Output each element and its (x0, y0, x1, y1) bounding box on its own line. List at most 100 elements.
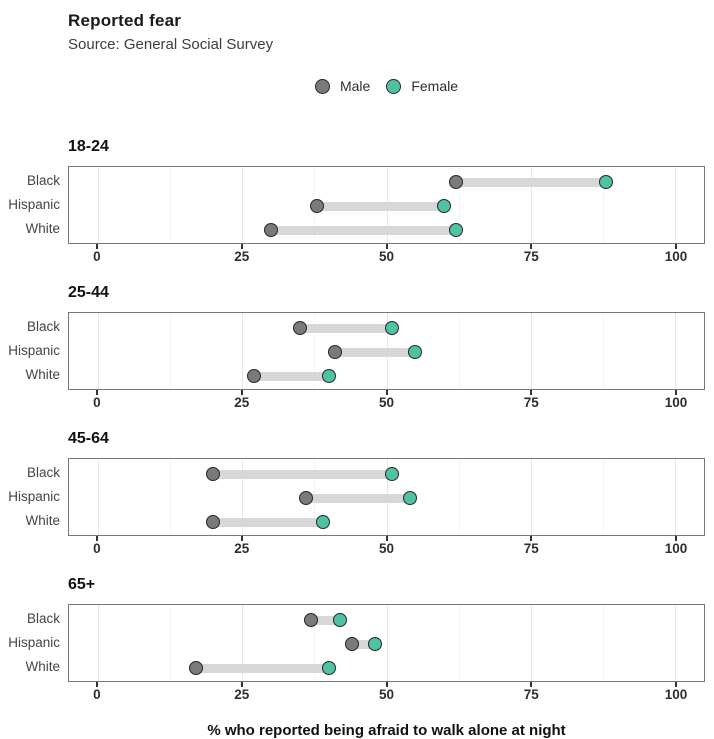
x-tick-label: 75 (523, 687, 539, 702)
facet-title: 25-44 (68, 284, 109, 301)
female-dot (402, 491, 417, 505)
y-label: Black (26, 465, 60, 480)
x-tick-label: 100 (664, 541, 688, 556)
y-label: White (25, 513, 60, 528)
x-tick-icon (530, 244, 533, 249)
dumbbell-bar (271, 225, 456, 235)
dumbbell-bar (351, 639, 375, 649)
gridline-major-icon (675, 167, 677, 243)
x-axis: 0 25 50 75 100 (68, 390, 705, 414)
x-tick-icon (95, 536, 98, 541)
chart-title: Reported fear (68, 11, 182, 30)
male-dot (310, 199, 325, 213)
x-tick-icon (675, 536, 678, 541)
x-tick-icon (385, 682, 388, 687)
facet-title: 18-24 (68, 138, 109, 155)
chart-header: Reported fear Source: General Social Sur… (0, 10, 714, 55)
female-dot (408, 345, 423, 359)
gridline-minor-icon (170, 313, 172, 389)
dumbbell-bar (317, 201, 445, 211)
facet-title: 65+ (68, 576, 96, 593)
x-tick-icon (95, 244, 98, 249)
male-dot (206, 467, 221, 481)
gridline-major-icon (530, 605, 532, 681)
female-dot (321, 661, 336, 675)
dumbbell-bar (213, 517, 323, 527)
gridline-minor-icon (458, 313, 460, 389)
y-label: White (25, 221, 60, 236)
x-tick-icon (240, 244, 243, 249)
x-tick-label: 0 (93, 687, 101, 702)
gridline-major-icon (242, 605, 244, 681)
x-axis: 0 25 50 75 100 (68, 536, 705, 560)
x-tick-icon (240, 390, 243, 395)
gridline-major-icon (530, 313, 532, 389)
x-tick-icon (240, 682, 243, 687)
dumbbell-bar (311, 615, 341, 625)
gridline-major-icon (242, 313, 244, 389)
male-dot (327, 345, 342, 359)
male-dot (189, 661, 203, 675)
female-dot (321, 369, 336, 383)
gridline-minor-icon (602, 605, 604, 681)
gridline-minor-icon (170, 459, 172, 535)
gridline-major-icon (242, 459, 244, 535)
gridline-minor-icon (314, 605, 316, 681)
plot-panel (68, 458, 705, 536)
gridline-minor-icon (458, 167, 460, 243)
x-tick-icon (530, 390, 533, 395)
facet: 18-24 Black Hispanic White 0 25 50 75 100 (0, 138, 714, 268)
x-axis-title: % who reported being afraid to walk alon… (207, 722, 566, 739)
y-axis-labels: Black Hispanic White (0, 312, 68, 390)
dumbbell-bar (305, 493, 410, 503)
gridline-major-icon (675, 605, 677, 681)
facet: 65+ Black Hispanic White 0 25 50 75 100 (0, 576, 714, 706)
y-label: Hispanic (8, 635, 60, 650)
x-tick-label: 100 (664, 687, 688, 702)
x-tick-label: 25 (234, 395, 250, 410)
female-dot (385, 467, 400, 481)
legend-label-female: Female (411, 78, 459, 94)
male-dot (344, 637, 359, 651)
x-tick-label: 25 (234, 249, 250, 264)
x-axis: 0 25 50 75 100 (68, 244, 705, 268)
x-tick-label: 75 (523, 249, 539, 264)
dumbbell-bar (299, 323, 393, 333)
y-label: Hispanic (8, 489, 60, 504)
gridline-minor-icon (170, 605, 172, 681)
x-tick-label: 75 (523, 541, 539, 556)
x-tick-label: 75 (523, 395, 539, 410)
male-dot (292, 321, 307, 335)
y-label: Hispanic (8, 343, 60, 358)
x-tick-label: 100 (664, 249, 688, 264)
x-tick-icon (240, 536, 243, 541)
gridline-major-icon (242, 167, 244, 243)
gridline-minor-icon (170, 167, 172, 243)
x-tick-label: 50 (378, 541, 395, 556)
gridline-minor-icon (602, 459, 604, 535)
x-tick-label: 0 (93, 249, 101, 264)
x-tick-label: 100 (664, 395, 688, 410)
male-dot (264, 223, 279, 237)
dumbbell-bar (455, 177, 606, 187)
female-dot (385, 321, 400, 335)
facet-body: Black Hispanic White (0, 458, 714, 536)
male-swatch-icon (314, 78, 330, 94)
x-tick-label: 50 (378, 249, 395, 264)
plot-panel (68, 166, 705, 244)
facet-body: Black Hispanic White (0, 604, 714, 682)
y-label: Hispanic (8, 197, 60, 212)
x-tick-icon (95, 682, 98, 687)
gridline-major-icon (97, 167, 99, 243)
legend-item-male: Male (314, 78, 370, 94)
y-label: White (25, 659, 60, 674)
y-axis-labels: Black Hispanic White (0, 166, 68, 244)
x-axis: 0 25 50 75 100 (68, 682, 705, 706)
dumbbell-bar (213, 469, 393, 479)
male-dot (246, 369, 261, 383)
gridline-major-icon (530, 167, 532, 243)
x-tick-icon (675, 682, 678, 687)
dumbbell-bar (196, 663, 329, 673)
gridline-minor-icon (602, 313, 604, 389)
male-dot (206, 515, 221, 529)
